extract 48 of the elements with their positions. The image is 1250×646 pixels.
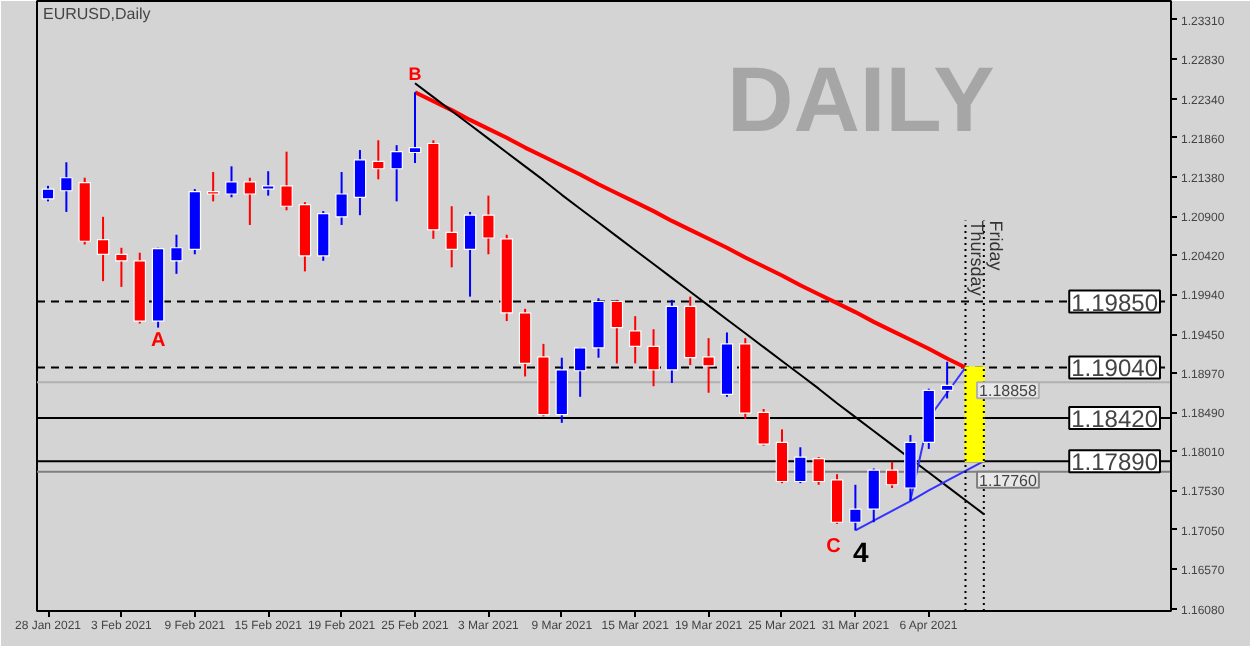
candlestick bbox=[316, 210, 330, 262]
candlestick bbox=[335, 171, 348, 226]
candlestick bbox=[904, 434, 917, 503]
candlestick bbox=[206, 171, 220, 203]
candlestick bbox=[60, 161, 73, 213]
candlestick bbox=[372, 139, 385, 181]
candlestick bbox=[647, 328, 660, 388]
chart-title: EURUSD,Daily bbox=[43, 5, 151, 23]
ref-line-label: 1.18858 bbox=[979, 382, 1038, 401]
candlestick bbox=[96, 215, 110, 283]
ref-line-label: 1.17760 bbox=[979, 471, 1038, 490]
candlestick bbox=[812, 456, 825, 486]
candlestick bbox=[445, 205, 458, 269]
candlestick bbox=[702, 337, 715, 394]
annotation: B bbox=[408, 64, 423, 85]
candlestick bbox=[885, 460, 899, 490]
candlestick bbox=[573, 346, 587, 398]
ref-line-label: 1.19040 bbox=[1071, 354, 1159, 383]
candlestick bbox=[592, 297, 605, 359]
annotation: Thursday bbox=[967, 220, 988, 297]
candlestick bbox=[390, 144, 403, 203]
ref-line-label: 1.17890 bbox=[1071, 448, 1159, 477]
candlestick bbox=[115, 246, 128, 288]
candlestick bbox=[170, 233, 183, 275]
candlestick bbox=[830, 473, 844, 525]
candlestick bbox=[408, 91, 422, 165]
candlestick bbox=[225, 165, 238, 199]
ref-line-label: 1.19850 bbox=[1071, 288, 1159, 317]
candlestick bbox=[243, 176, 257, 226]
candlestick bbox=[261, 170, 275, 197]
candlestick bbox=[555, 356, 569, 424]
candlestick bbox=[757, 408, 770, 447]
candlestick bbox=[463, 210, 477, 298]
annotation: 4 bbox=[853, 535, 870, 568]
annotation: Friday bbox=[985, 220, 1006, 272]
candlestick bbox=[353, 149, 367, 217]
candlestick bbox=[775, 428, 789, 485]
ref-line-label: 1.18420 bbox=[1071, 404, 1159, 433]
candlestick bbox=[280, 150, 293, 212]
candlestick bbox=[610, 298, 624, 365]
candlestick bbox=[849, 483, 862, 532]
candlestick bbox=[794, 446, 807, 485]
candlestick bbox=[482, 194, 495, 256]
candlestick bbox=[867, 467, 881, 524]
candlestick bbox=[628, 315, 642, 365]
candlestick bbox=[940, 360, 954, 400]
annotation: C bbox=[826, 535, 841, 558]
annotation: A bbox=[150, 329, 166, 352]
